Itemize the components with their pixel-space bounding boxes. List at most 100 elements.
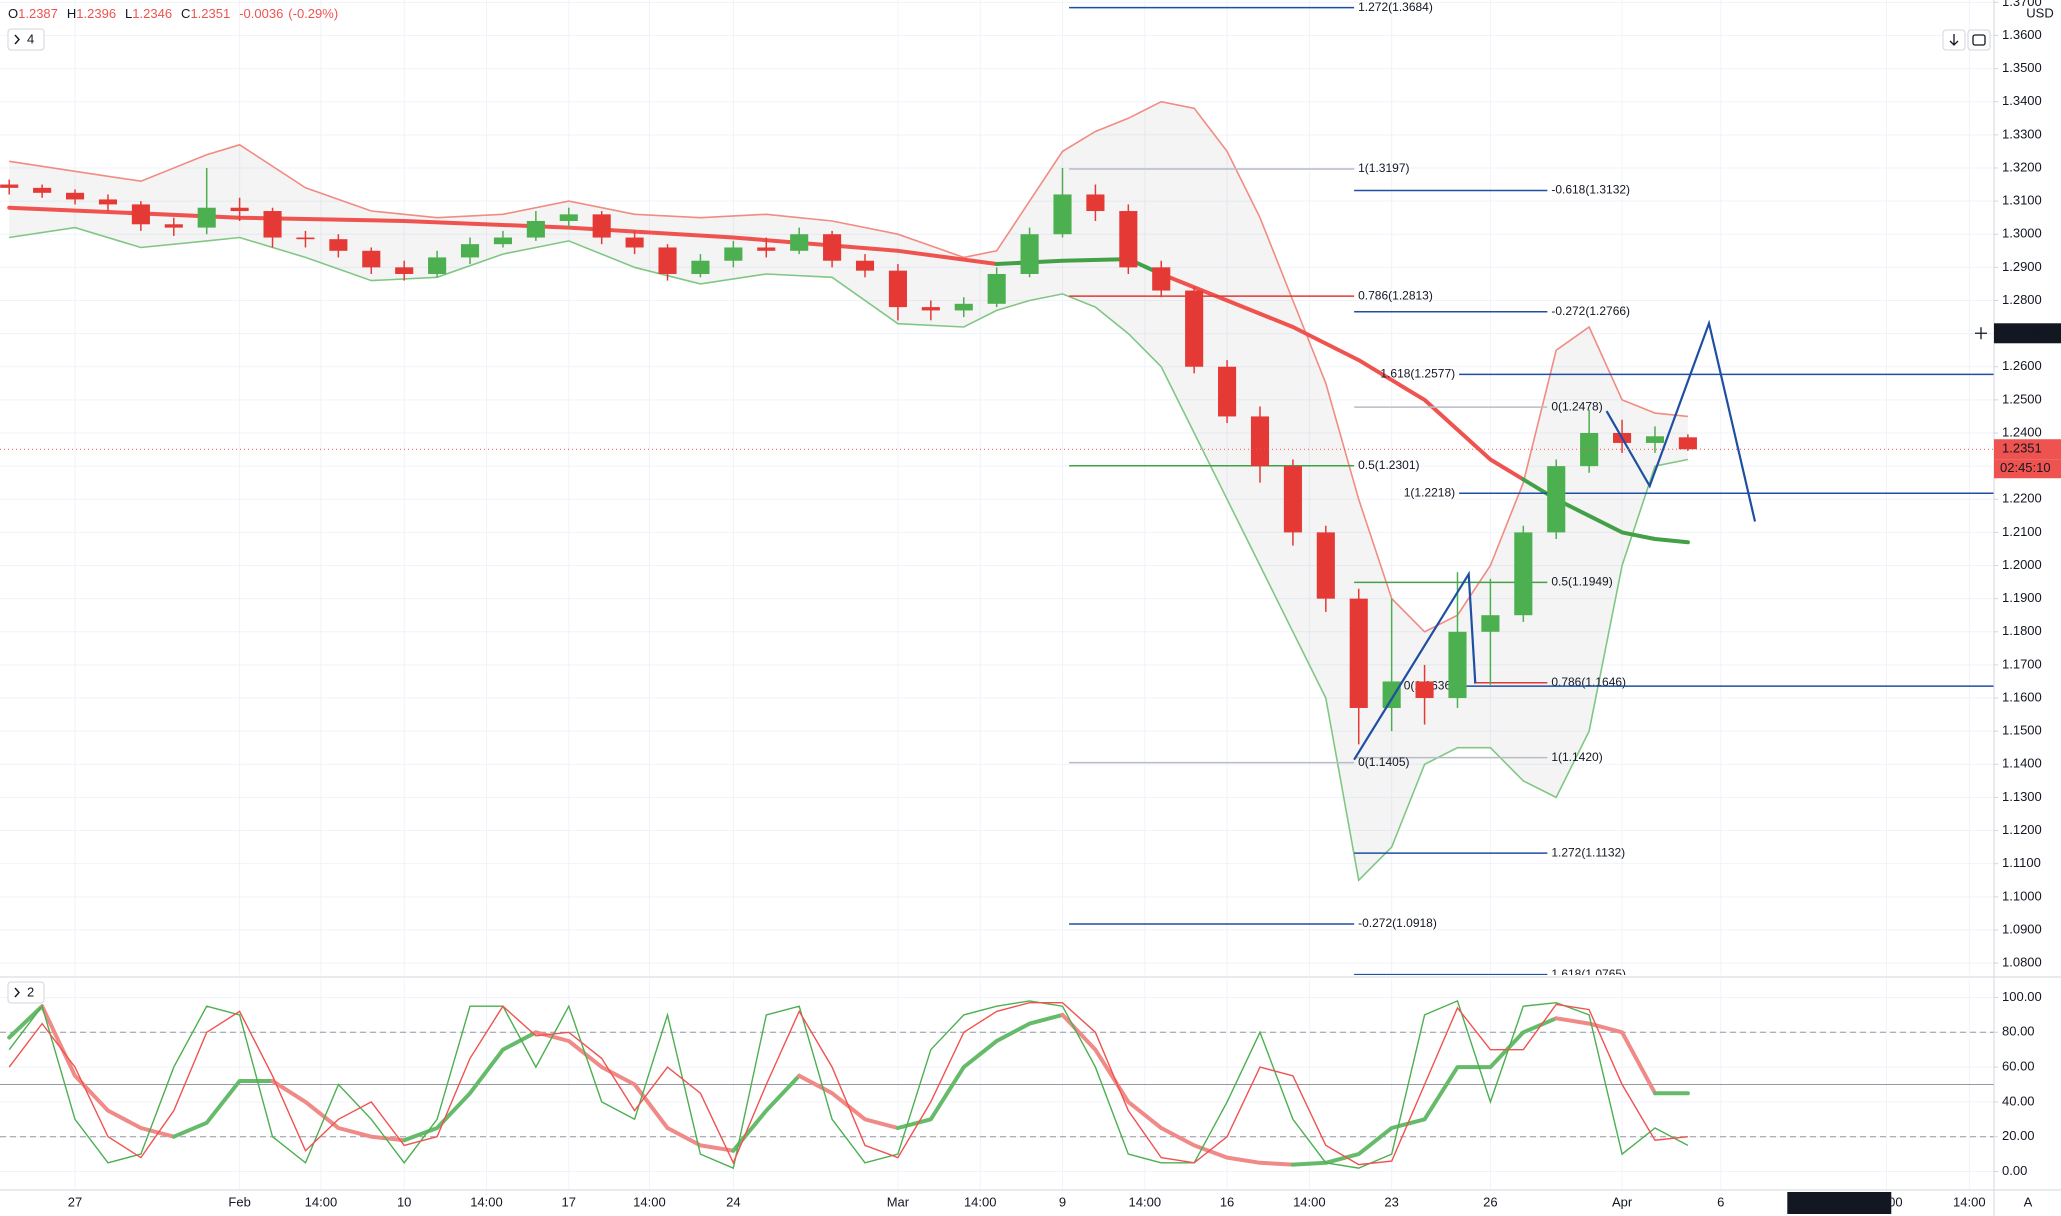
ohlc-key: O xyxy=(8,6,18,21)
x-tick-label: 14:00 xyxy=(1953,1194,1986,1209)
fib-label: 0.786(1.1646) xyxy=(1551,675,1626,689)
candle-body xyxy=(888,270,907,308)
oscillator-thick xyxy=(402,1030,538,1143)
candle-body xyxy=(1218,366,1237,417)
candle-body xyxy=(1415,681,1434,699)
candle-body xyxy=(855,260,875,271)
x-tick-label: 23 xyxy=(1384,1194,1398,1209)
y-tick-label: 1.3200 xyxy=(2002,159,2042,174)
y-tick-label: 80.00 xyxy=(2002,1024,2035,1039)
y-tick-label: 1.3500 xyxy=(2002,60,2042,75)
x-tick-label: 14:00 xyxy=(470,1194,503,1209)
pane-toggle[interactable]: 4 xyxy=(7,28,45,51)
x-tick-label: 14:00 xyxy=(1129,1194,1162,1209)
x-tick-label: 26 xyxy=(1483,1194,1497,1209)
fib-label: 0(1.2478) xyxy=(1551,399,1602,413)
y-tick-label: 1.3600 xyxy=(2002,27,2042,42)
y-tick-label: 0.00 xyxy=(2002,1163,2027,1178)
y-tick-label: 1.3000 xyxy=(2002,226,2042,241)
candle-body xyxy=(1316,532,1335,599)
change-value: -0.0036 xyxy=(239,6,283,21)
fib-label: 1(1.1420) xyxy=(1551,750,1602,764)
x-tick-label: Feb xyxy=(228,1194,250,1209)
y-tick-label: 1.1100 xyxy=(2002,855,2041,870)
scroll-button[interactable] xyxy=(1942,29,1966,51)
candle-body xyxy=(1448,631,1467,699)
x-tick-label: 27 xyxy=(68,1194,82,1209)
y-tick-label: 1.1500 xyxy=(2002,723,2042,738)
candle-body xyxy=(559,214,578,221)
maximize-button[interactable] xyxy=(1967,29,1991,51)
x-tick-label: 9 xyxy=(1059,1194,1066,1209)
ohlc-key: H xyxy=(67,6,76,21)
candle-body xyxy=(263,211,282,238)
oscillator-thick xyxy=(533,1030,736,1153)
fib-label: 0.786(1.2813) xyxy=(1358,288,1433,302)
y-tick-label: 1.3300 xyxy=(2002,126,2042,141)
candle-body xyxy=(296,237,315,240)
candle-body xyxy=(329,239,348,251)
fib-label: 1.618(1.2577) xyxy=(1380,367,1455,381)
oscillator-thick xyxy=(895,1012,1065,1130)
candle-body xyxy=(493,237,512,245)
candle-body xyxy=(1481,615,1500,632)
y-tick-label: 1.1400 xyxy=(2002,756,2042,771)
ohlc-value: 1.2346 xyxy=(132,6,172,21)
crosshair-time-tag xyxy=(1787,1192,1892,1214)
candle-body xyxy=(1086,194,1105,212)
candle-body xyxy=(98,199,118,205)
candle-body xyxy=(33,187,52,193)
oscillator-line xyxy=(8,1002,1688,1166)
fib-label: -0.618(1.3132) xyxy=(1551,183,1630,197)
candle-body xyxy=(1514,532,1533,616)
candle-body xyxy=(921,307,940,311)
x-tick-label: 14:00 xyxy=(964,1194,997,1209)
chevron-icon xyxy=(14,34,20,45)
fib-label: 1.272(1.3684) xyxy=(1358,0,1433,14)
trend-drawing xyxy=(1605,319,1757,522)
y-tick-label: 1.1700 xyxy=(2002,656,2042,671)
y-tick-label: 1.2000 xyxy=(2002,557,2042,572)
last-price-tag xyxy=(1994,439,2061,460)
oscillator-pane xyxy=(0,999,1994,1170)
toggle-box[interactable] xyxy=(7,981,45,1004)
oscillator-thick xyxy=(1060,1012,1295,1167)
candle-body xyxy=(592,214,611,238)
x-tick-label: 6 xyxy=(1717,1194,1724,1209)
x-tick-label: 16 xyxy=(1220,1194,1234,1209)
y-tick-label: 1.2400 xyxy=(2002,424,2042,439)
crosshair-price-tag xyxy=(1994,323,2061,344)
ohlc-value: 1.2351 xyxy=(190,6,230,21)
candle-body xyxy=(1349,598,1368,708)
axes: 1.3700 1.3600 1.3500 1.3400 1.3300 1.3200 1.31… xyxy=(68,0,2042,1209)
candle-body xyxy=(1580,433,1599,467)
candle-body xyxy=(230,207,249,212)
fib-label: 1(1.3197) xyxy=(1358,161,1409,175)
auto-scale-button[interactable]: A xyxy=(2024,1194,2033,1209)
toggle-box[interactable] xyxy=(7,28,45,51)
y-tick-label: 1.1200 xyxy=(2002,822,2042,837)
oscillator-thick xyxy=(7,1004,45,1040)
y-tick-label: 1.3700 xyxy=(2002,0,2042,9)
candle-body xyxy=(954,303,973,311)
y-tick-label: 1.1000 xyxy=(2002,888,2042,903)
oscillator-thick xyxy=(1554,1016,1657,1096)
pane-label: 4 xyxy=(27,31,34,46)
y-tick-label: 1.1600 xyxy=(2002,689,2042,704)
fib-label: 0.5(1.2301) xyxy=(1358,458,1419,472)
x-tick-label: 24 xyxy=(726,1194,740,1209)
fib-label: 1.272(1.1132) xyxy=(1551,845,1625,859)
pane-toggle[interactable]: 2 xyxy=(7,981,45,1004)
button-box[interactable] xyxy=(1967,29,1991,51)
candle-body xyxy=(987,273,1006,304)
fib-label: -0.272(1.2766) xyxy=(1551,304,1630,318)
candle-body xyxy=(1053,194,1072,235)
candle-body xyxy=(1185,290,1204,367)
y-tick-label: 100.00 xyxy=(2002,989,2042,1004)
moving-average xyxy=(994,257,1164,276)
y-tick-label: 1.3400 xyxy=(2002,93,2042,108)
y-tick-label: 1.1900 xyxy=(2002,590,2042,605)
